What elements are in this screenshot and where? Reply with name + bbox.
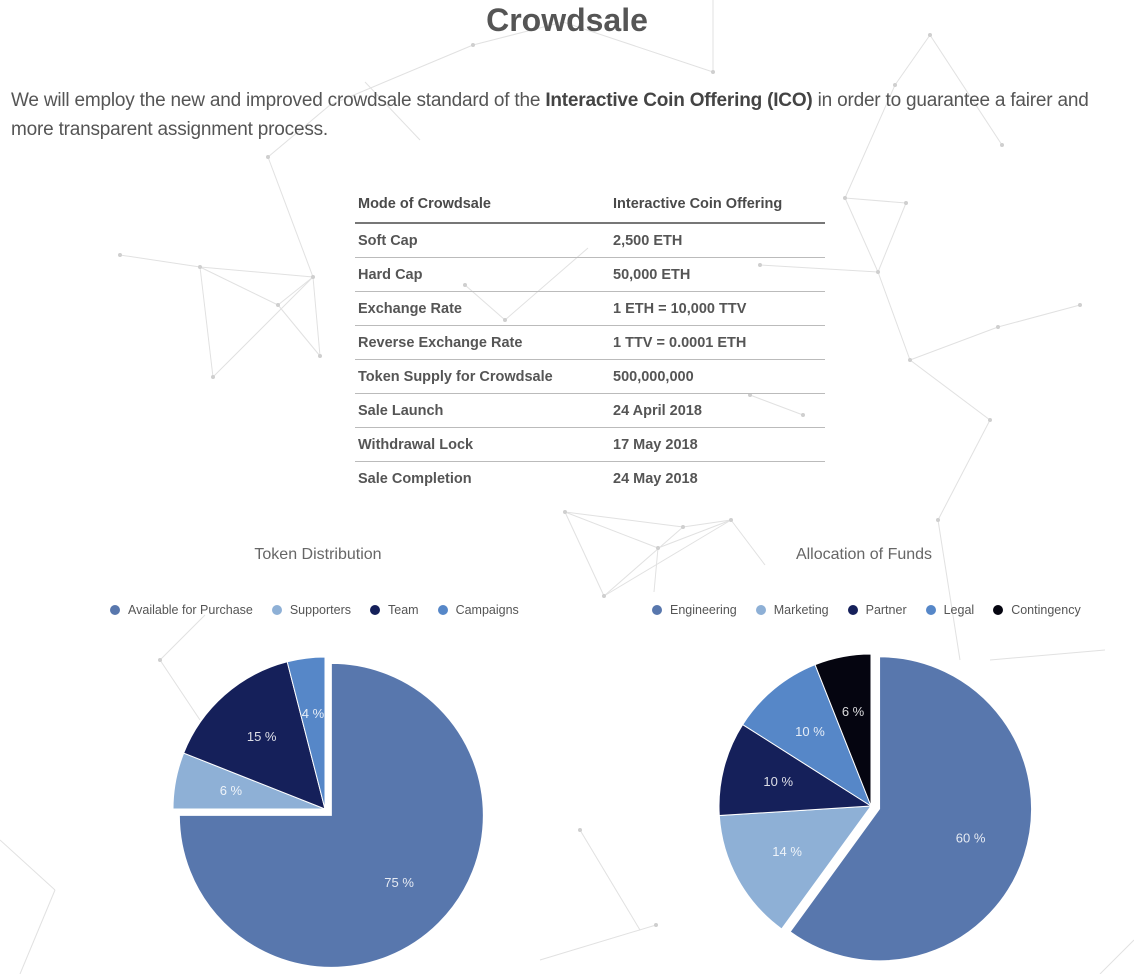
intro-paragraph: We will employ the new and improved crow… bbox=[11, 86, 1131, 144]
table-cell-label: Sale Launch bbox=[355, 393, 610, 428]
token-distribution-legend: Available for Purchase Supporters Team C… bbox=[110, 603, 519, 617]
table-row: Token Supply for Crowdsale 500,000,000 bbox=[355, 359, 825, 394]
pie-slice-team[interactable] bbox=[183, 661, 326, 810]
pie-data-label: 60 % bbox=[956, 830, 986, 845]
table-cell-value: 2,500 ETH bbox=[610, 223, 825, 258]
legend-item[interactable]: Partner bbox=[847, 603, 907, 617]
legend-label: Supporters bbox=[289, 603, 351, 617]
pie-slice-legal[interactable] bbox=[741, 664, 873, 808]
intro-emphasis: Interactive Coin Offering (ICO) bbox=[545, 90, 813, 111]
intro-text-after: in order to guarantee a fairer and more … bbox=[11, 90, 1089, 140]
table-header-row: Mode of Crowdsale Interactive Coin Offer… bbox=[355, 186, 825, 224]
legend-marker bbox=[437, 605, 448, 615]
pie-data-label: 10 % bbox=[763, 774, 793, 789]
intro-text-before: We will employ the new and improved crow… bbox=[11, 90, 546, 111]
token-distribution-title: Token Distribution bbox=[254, 546, 382, 563]
table-row: Withdrawal Lock 17 May 2018 bbox=[355, 427, 825, 462]
table-header-cell: Mode of Crowdsale bbox=[355, 186, 610, 224]
table-cell-value: 50,000 ETH bbox=[610, 257, 825, 292]
table-cell-value: 24 April 2018 bbox=[610, 393, 825, 428]
table-cell-value: 1 ETH = 10,000 TTV bbox=[610, 291, 825, 326]
pie-data-label: 14 % bbox=[772, 844, 802, 859]
legend-marker bbox=[370, 605, 380, 615]
pie-data-label: 15 % bbox=[247, 729, 277, 744]
allocation-of-funds-title: Allocation of Funds bbox=[795, 546, 933, 563]
allocation-of-funds-legend: Engineering Marketing Partner Legal Cont… bbox=[652, 603, 1081, 617]
legend-item[interactable]: Campaigns bbox=[437, 603, 519, 617]
legend-item[interactable]: Team bbox=[370, 603, 419, 617]
page-title: Crowdsale bbox=[486, 2, 648, 38]
table-cell-label: Soft Cap bbox=[355, 223, 610, 258]
pie-slice-engineering[interactable] bbox=[789, 656, 1033, 962]
table-cell-value: 500,000,000 bbox=[610, 359, 825, 394]
legend-marker bbox=[925, 605, 936, 615]
legend-marker bbox=[271, 605, 282, 615]
legend-item[interactable]: Legal bbox=[925, 603, 975, 617]
legend-marker bbox=[847, 605, 858, 615]
legend-marker bbox=[755, 605, 766, 615]
pie-data-label: 75 % bbox=[384, 875, 414, 890]
legend-item[interactable]: Marketing bbox=[755, 603, 829, 617]
pie-slice-partner[interactable] bbox=[718, 723, 873, 817]
table-cell-label: Hard Cap bbox=[355, 257, 610, 292]
table-cell-label: Exchange Rate bbox=[355, 291, 610, 326]
legend-label: Engineering bbox=[670, 603, 737, 617]
table-row: Hard Cap 50,000 ETH bbox=[355, 257, 825, 292]
table-row: Soft Cap 2,500 ETH bbox=[355, 223, 825, 258]
table-header-cell: Interactive Coin Offering bbox=[610, 186, 825, 224]
table-cell-label: Reverse Exchange Rate bbox=[355, 325, 610, 360]
table-cell-label: Sale Completion bbox=[358, 470, 472, 487]
pie-slice-campaigns[interactable] bbox=[286, 656, 326, 810]
pie-data-label: 10 % bbox=[795, 724, 825, 739]
legend-label: Partner bbox=[865, 603, 907, 617]
table-cell-label: Token Supply for Crowdsale bbox=[355, 359, 610, 394]
legend-item[interactable]: Engineering bbox=[652, 603, 737, 617]
legend-label: Team bbox=[388, 603, 419, 617]
table-cell-label: Withdrawal Lock bbox=[355, 427, 610, 462]
pie-slice-marketing[interactable] bbox=[718, 805, 873, 930]
legend-label: Legal bbox=[943, 603, 975, 617]
crowdsale-details-table: Mode of Crowdsale Interactive Coin Offer… bbox=[355, 186, 825, 495]
table-cell-value: 24 May 2018 bbox=[613, 470, 698, 487]
table-cell-value: 1 TTV = 0.0001 ETH bbox=[610, 325, 825, 360]
legend-label: Contingency bbox=[1011, 603, 1081, 617]
pie-slice-available-for-purchase[interactable] bbox=[178, 662, 484, 968]
table-row: Sale Completion 24 May 2018 bbox=[355, 462, 825, 496]
table-row: Sale Launch 24 April 2018 bbox=[355, 393, 825, 428]
legend-item[interactable]: Contingency bbox=[993, 603, 1081, 617]
pie-data-label: 6 % bbox=[842, 704, 865, 719]
legend-label: Available for Purchase bbox=[128, 603, 253, 617]
legend-marker bbox=[110, 605, 120, 615]
legend-item[interactable]: Available for Purchase bbox=[110, 603, 253, 617]
legend-label: Marketing bbox=[773, 603, 829, 617]
pie-slice-contingency[interactable] bbox=[814, 653, 872, 807]
legend-marker bbox=[993, 605, 1004, 615]
legend-marker bbox=[652, 605, 662, 615]
legend-label: Campaigns bbox=[455, 603, 519, 617]
table-cell-value: 17 May 2018 bbox=[610, 427, 825, 462]
table-row: Reverse Exchange Rate 1 TTV = 0.0001 ETH bbox=[355, 325, 825, 360]
table-row: Exchange Rate 1 ETH = 10,000 TTV bbox=[355, 291, 825, 326]
legend-item[interactable]: Supporters bbox=[271, 603, 351, 617]
pie-data-label: 4 % bbox=[302, 706, 325, 721]
pie-data-label: 6 % bbox=[220, 783, 243, 798]
